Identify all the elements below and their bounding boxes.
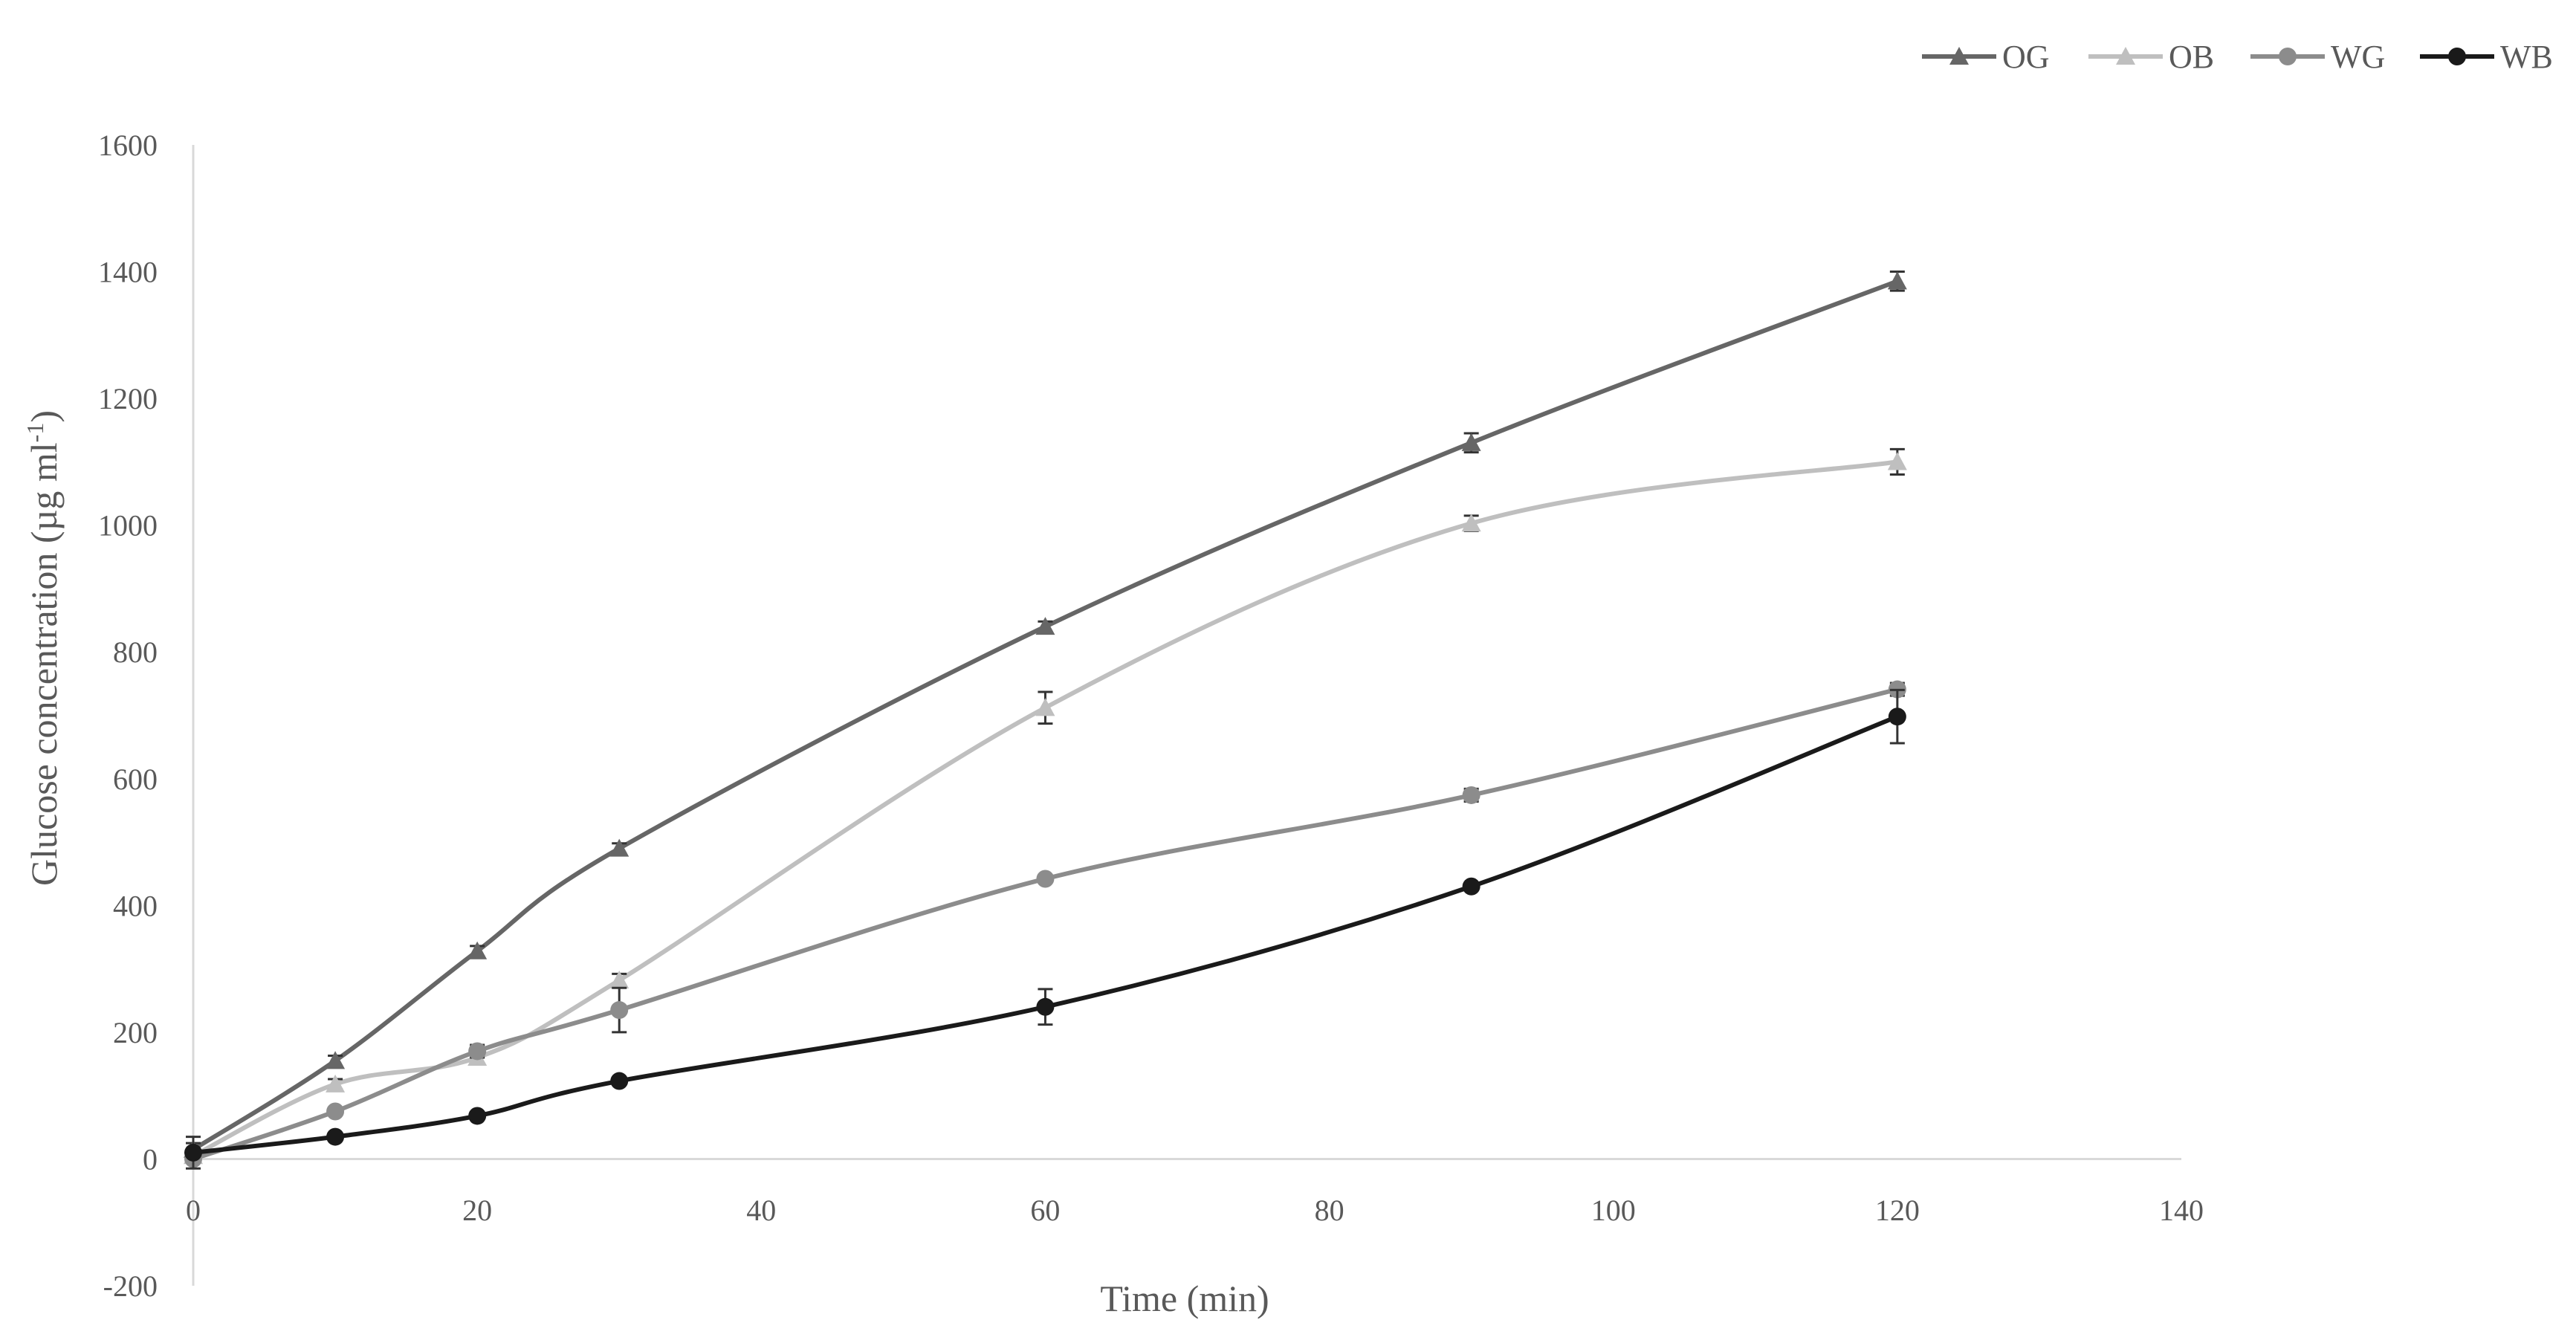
legend-marker-ob <box>2116 47 2135 65</box>
x-tick-label: 80 <box>1315 1194 1344 1227</box>
y-tick-label: 800 <box>113 635 158 669</box>
data-point-og <box>1035 617 1055 635</box>
axes: -200 0 200 400 600 800 1000 1200 1400 1600 0 20 40 60… <box>98 129 2204 1303</box>
legend-label-wb: WB <box>2500 39 2553 75</box>
series-line-og <box>192 279 1898 1152</box>
legend-label-og: OG <box>2002 39 2050 75</box>
y-tick-label: 1000 <box>98 509 158 543</box>
series-line-wb <box>192 714 1898 1155</box>
y-axis-title-close: ) <box>23 410 65 423</box>
data-point-wg <box>610 1001 629 1020</box>
y-tick-label: 0 <box>143 1142 158 1176</box>
x-tick-label: 40 <box>746 1194 776 1227</box>
series-line-ob <box>192 459 1898 1158</box>
y-axis-title-superscript: -1 <box>22 423 48 443</box>
legend-marker-wg <box>2279 48 2297 65</box>
y-axis-title-main: Glucose concentration (µg ml <box>23 442 65 886</box>
y-tick-label: 600 <box>113 763 158 796</box>
data-point-ob <box>326 1074 346 1092</box>
data-point-wb <box>1888 708 1906 726</box>
y-tick-label: 1200 <box>98 382 158 415</box>
x-tick-label: 0 <box>186 1194 201 1227</box>
data-point-wg <box>1462 786 1480 804</box>
data-point-wb <box>326 1127 345 1146</box>
series-wb <box>184 688 1906 1170</box>
series-line-wg <box>192 687 1898 1162</box>
y-tick-label: 1400 <box>98 256 158 289</box>
legend: OG OB WG WB <box>1922 39 2553 75</box>
data-point-wb <box>610 1072 629 1090</box>
x-tick-label: 60 <box>1030 1194 1060 1227</box>
x-tick-label: 120 <box>1875 1194 1920 1227</box>
data-point-og <box>326 1051 346 1069</box>
data-point-ob <box>1461 514 1481 532</box>
legend-label-ob: OB <box>2169 39 2214 75</box>
y-axis-title: Glucose concentration (µg ml-1) <box>22 410 65 886</box>
y-tick-label: 200 <box>113 1016 158 1049</box>
y-tick-label: -200 <box>103 1269 158 1303</box>
data-point-wb <box>1036 997 1055 1016</box>
data-point-wb <box>468 1107 487 1125</box>
x-axis-title: Time (min) <box>1100 1278 1269 1319</box>
data-point-og <box>609 838 630 857</box>
x-tick-label: 100 <box>1591 1194 1636 1227</box>
data-point-og <box>1461 433 1481 451</box>
data-point-ob <box>609 970 630 989</box>
series-ob <box>184 447 1907 1165</box>
data-point-wb <box>1462 877 1480 896</box>
series-og <box>184 271 1907 1158</box>
data-point-wg <box>1036 870 1055 888</box>
legend-item-ob: OB <box>2088 39 2214 75</box>
legend-item-wb: WB <box>2420 39 2553 75</box>
y-tick-label: 1600 <box>98 129 158 162</box>
legend-marker-og <box>1949 47 1969 65</box>
series-wg <box>184 680 1906 1168</box>
data-point-wg <box>468 1042 487 1061</box>
data-point-wb <box>184 1143 202 1162</box>
y-tick-label: 400 <box>113 889 158 922</box>
series-layer <box>184 271 1907 1170</box>
legend-marker-wb <box>2448 48 2466 65</box>
data-point-ob <box>1035 698 1055 716</box>
x-tick-label: 20 <box>462 1194 492 1227</box>
data-point-ob <box>1887 452 1907 470</box>
data-point-og <box>467 941 488 959</box>
data-point-og <box>1887 271 1907 290</box>
x-tick-label: 140 <box>2159 1194 2204 1227</box>
data-point-wg <box>326 1102 345 1121</box>
legend-label-wg: WG <box>2331 39 2385 75</box>
legend-item-wg: WG <box>2250 39 2385 75</box>
legend-item-og: OG <box>1922 39 2050 75</box>
